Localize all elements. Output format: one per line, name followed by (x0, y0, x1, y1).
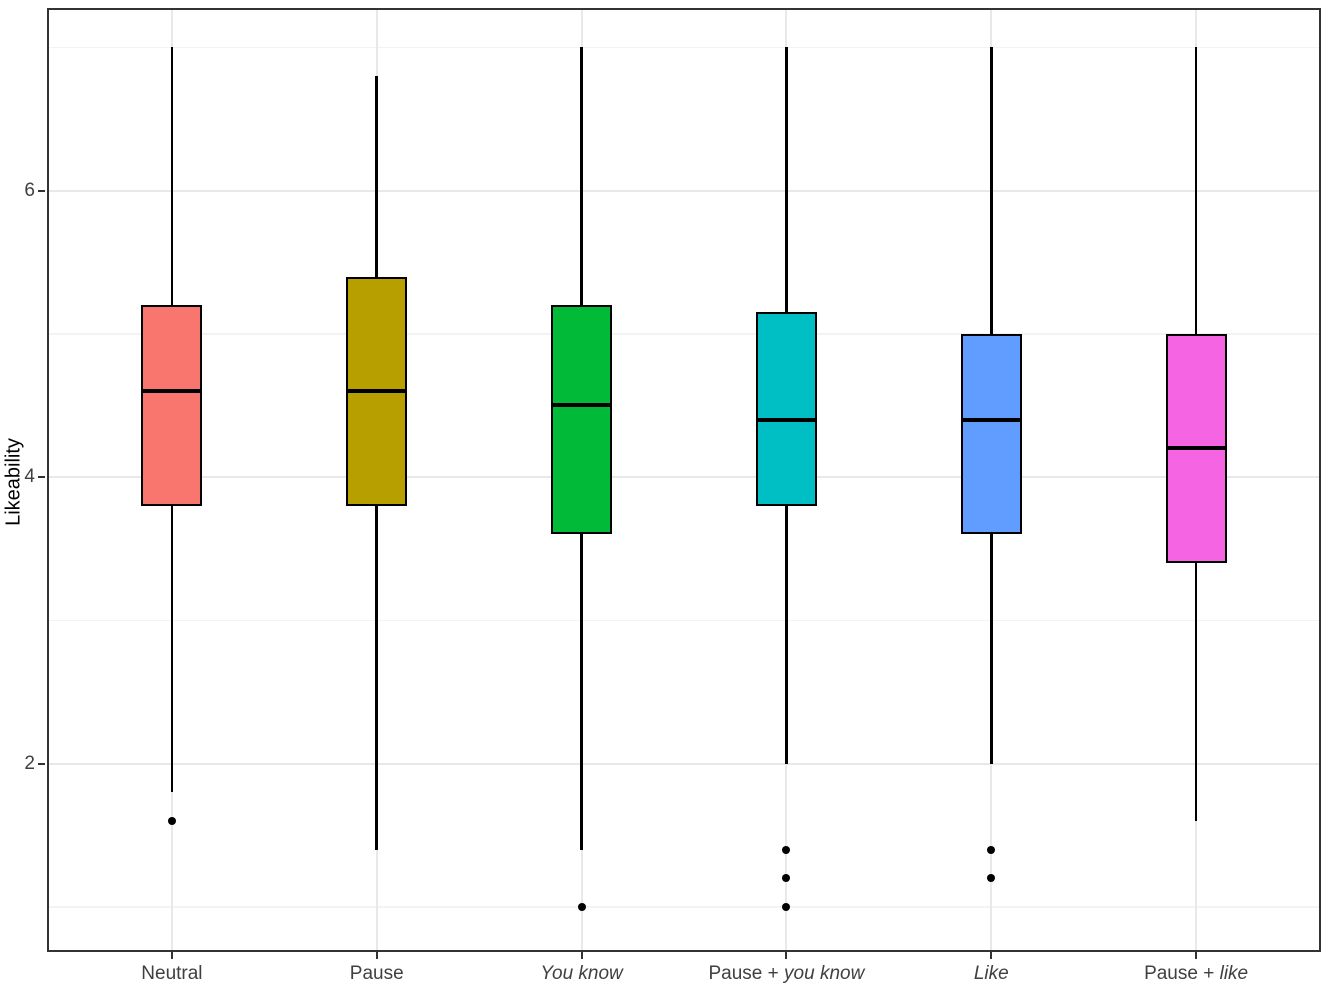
whisker-lower-2 (580, 534, 583, 850)
median-1 (346, 389, 408, 394)
whisker-upper-4 (990, 47, 993, 334)
box-3 (755, 312, 817, 506)
median-5 (1165, 446, 1227, 451)
x-tick-mark-1 (375, 952, 378, 959)
x-tick-label-segment: you know (784, 963, 865, 984)
x-tick-label-segment: Pause (349, 963, 404, 984)
x-tick-mark-0 (170, 952, 173, 959)
x-tick-label-segment: like (1219, 963, 1249, 984)
whisker-upper-0 (170, 47, 174, 306)
x-tick-label-1: Pause (227, 963, 527, 984)
box-2 (551, 305, 613, 535)
x-tick-label-segment: Like (973, 963, 1009, 984)
gridline-minor-y3 (49, 619, 1319, 622)
x-tick-label-segment: Pause + (1144, 963, 1220, 984)
x-tick-label-segment: Neutral (141, 963, 203, 984)
outlier-4-1 (987, 874, 996, 883)
x-tick-label-segment: Pause + (708, 963, 785, 984)
y-tick-mark-2 (38, 762, 45, 765)
x-axis: Neutral Pause You know Pause + you know Like… (49, 952, 1319, 984)
x-tick-mark-4 (990, 952, 993, 959)
whisker-lower-5 (1194, 563, 1198, 822)
whisker-lower-3 (785, 505, 788, 764)
x-tick-mark-2 (580, 952, 583, 959)
gridline-minor-y1 (49, 906, 1319, 908)
whisker-lower-4 (990, 534, 993, 764)
gridline-minor-y7 (49, 46, 1319, 48)
x-tick-mark-5 (1195, 952, 1198, 959)
y-tick-label-4: 4 (24, 466, 35, 488)
x-tick-mark-3 (785, 952, 788, 959)
median-2 (551, 403, 613, 408)
x-tick-label-3: Pause + you know (636, 963, 936, 984)
x-tick-label-4: Like (841, 963, 1141, 984)
outlier-3-1 (782, 874, 791, 883)
x-tick-label-5: Pause + like (1046, 963, 1325, 984)
gridline-minor-y5 (49, 333, 1319, 335)
whisker-upper-2 (580, 47, 583, 306)
whisker-lower-1 (375, 505, 378, 850)
x-tick-label-2: You know (432, 963, 732, 984)
y-tick-mark-6 (38, 189, 45, 192)
outlier-2-0 (577, 903, 586, 911)
x-tick-label-0: Neutral (22, 963, 322, 984)
gridline-major-y6 (49, 189, 1319, 192)
y-tick-label-2: 2 (24, 752, 35, 774)
median-0 (141, 389, 203, 394)
outlier-3-2 (782, 903, 791, 911)
median-3 (755, 417, 817, 422)
gridline-major-y4 (49, 476, 1319, 479)
whisker-upper-1 (375, 75, 378, 277)
box-0 (141, 305, 203, 506)
outlier-0-0 (167, 817, 176, 826)
plot-panel (47, 8, 1321, 952)
x-tick-label-segment: You know (540, 963, 623, 984)
gridline-major-y2 (49, 762, 1319, 765)
y-tick-label-6: 6 (24, 179, 35, 201)
outlier-4-0 (987, 845, 996, 854)
box-4 (960, 333, 1022, 535)
y-tick-mark-4 (38, 476, 45, 479)
whisker-upper-5 (1194, 47, 1198, 334)
median-4 (960, 417, 1022, 422)
whisker-lower-0 (170, 505, 174, 793)
outlier-3-0 (782, 845, 791, 854)
whisker-upper-3 (785, 47, 788, 313)
y-axis: 2 4 6 (0, 10, 47, 950)
